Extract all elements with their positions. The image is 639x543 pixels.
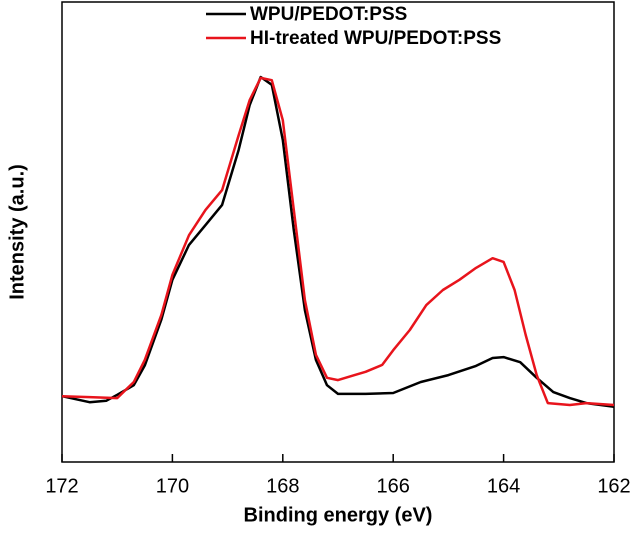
line-series (61, 75, 615, 409)
x-tick-label: 162 (597, 475, 630, 497)
plot-frame (61, 1, 615, 463)
legend-label: HI-treated WPU/PEDOT:PSS (250, 28, 501, 49)
x-axis-label: Binding energy (eV) (244, 504, 433, 526)
x-tick-label: 168 (266, 475, 299, 497)
x-tick-label: 166 (377, 475, 410, 497)
legend-label: WPU/PEDOT:PSS (250, 4, 407, 25)
x-tick-label: 172 (45, 475, 78, 497)
line-series (61, 76, 615, 407)
x-tick-label: 164 (487, 475, 520, 497)
x-tick-label: 170 (156, 475, 189, 497)
y-axis-label: Intensity (a.u.) (6, 164, 28, 300)
